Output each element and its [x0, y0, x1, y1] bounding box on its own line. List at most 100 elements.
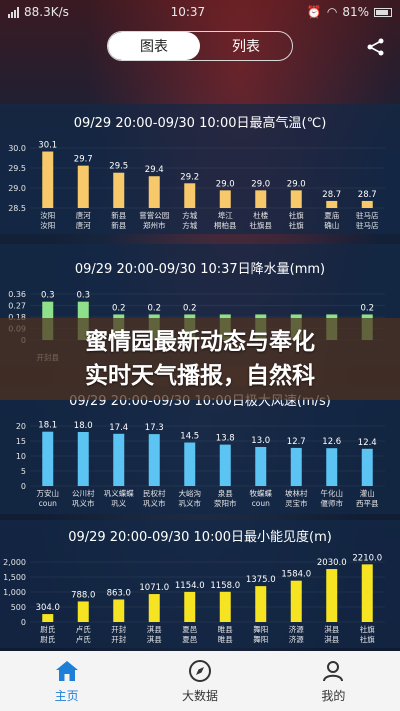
data-label: 18.0	[74, 421, 93, 431]
x-tick-label: 灵宝市	[285, 498, 308, 508]
x-tick-label: 夏邑	[182, 635, 197, 644]
data-label: 29.5	[109, 162, 128, 172]
data-label: 17.4	[109, 423, 128, 433]
x-tick-label: 夏邑	[182, 625, 197, 634]
bar	[148, 594, 160, 622]
x-tick-label: coun	[252, 499, 270, 508]
user-icon	[323, 660, 344, 681]
bar	[184, 183, 196, 208]
data-label: 12.7	[287, 437, 306, 447]
bar	[361, 448, 373, 486]
nav-mine[interactable]: 我的	[267, 651, 400, 711]
x-tick-label: 巩义蝶蝶	[104, 488, 134, 498]
bar	[113, 433, 125, 486]
top-bar: 图表 列表	[0, 26, 400, 66]
x-tick-label: 尉氏	[40, 634, 55, 644]
wifi-icon: ◠	[326, 5, 338, 19]
x-tick-label: 公川村	[72, 488, 95, 498]
data-label: 14.5	[180, 432, 199, 442]
data-label: 12.4	[358, 438, 377, 448]
bar	[42, 431, 54, 486]
bar	[219, 591, 231, 622]
x-tick-label: 万安山	[37, 488, 60, 498]
x-tick-label: 夏庙	[324, 210, 339, 220]
x-tick-label: 舞阳	[253, 624, 268, 634]
bar	[42, 151, 54, 208]
x-tick-label: 牧蝶蝶	[250, 488, 273, 498]
x-tick-label: 巩义	[111, 499, 126, 508]
data-label: 29.4	[145, 165, 164, 175]
chart-title: 09/29 20:00-09/30 10:00日最小能见度(m)	[68, 530, 332, 545]
alarm-icon: ⏰	[306, 5, 322, 19]
bar	[290, 190, 302, 208]
chart-svg: 2015105018.1万安山coun18.0公川村巩义市17.4巩义蝶蝶巩义1…	[16, 421, 385, 508]
y-tick-label: 0	[21, 618, 26, 627]
y-tick-label: 28.5	[8, 204, 26, 213]
x-tick-label: 尉氏	[40, 624, 55, 634]
tab-list[interactable]: 列表	[232, 39, 260, 55]
tab-chart[interactable]: 图表	[108, 32, 200, 60]
data-label: 0.2	[147, 303, 161, 313]
bar	[219, 444, 231, 486]
headline-line-2: 实时天气播报，自然科	[85, 363, 315, 389]
y-tick-label: 0.36	[8, 290, 26, 299]
bar	[184, 442, 196, 486]
x-tick-label: 巩义市	[72, 498, 95, 508]
data-label: 0.2	[360, 303, 374, 313]
data-label: 304.0	[36, 603, 60, 613]
x-tick-label: 睢县	[218, 634, 233, 644]
bar	[42, 614, 54, 622]
x-tick-label: 唐河	[76, 210, 91, 220]
y-tick-label: 1,000	[3, 588, 26, 597]
bar	[77, 165, 89, 208]
y-tick-label: 1,500	[3, 573, 26, 582]
x-tick-label: 杜楼	[253, 210, 268, 220]
data-label: 30.1	[38, 141, 57, 151]
x-tick-label: 淇县	[324, 635, 339, 644]
data-label: 1584.0	[281, 570, 311, 580]
share-icon[interactable]	[366, 38, 386, 56]
x-tick-label: 泉县	[218, 488, 233, 498]
x-tick-label: coun	[39, 499, 57, 508]
data-label: 29.7	[74, 155, 93, 165]
bar	[361, 564, 373, 622]
nav-bigdata[interactable]: 大数据	[133, 651, 266, 711]
y-tick-label: 10	[16, 452, 26, 461]
network-speed: 88.3K/s	[24, 5, 69, 19]
x-tick-label: 汝阳	[40, 210, 55, 220]
data-label: 29.0	[287, 179, 306, 189]
data-label: 13.0	[251, 436, 270, 446]
y-tick-label: 5	[21, 467, 26, 476]
bar	[326, 200, 338, 208]
x-tick-label: 方城	[182, 210, 197, 220]
x-tick-label: 大峪沟	[179, 488, 202, 498]
data-label: 17.3	[145, 423, 164, 433]
nav-home[interactable]: 主页	[0, 651, 133, 711]
x-tick-label: 汝阳	[40, 220, 55, 230]
bar	[290, 580, 302, 622]
data-label: 1071.0	[139, 583, 169, 593]
y-tick-label: 15	[16, 437, 26, 446]
bar	[326, 569, 338, 622]
view-switch: 图表 列表	[107, 31, 293, 61]
x-tick-label: 唐河	[76, 220, 91, 230]
bar	[255, 586, 267, 622]
battery-icon	[374, 7, 392, 17]
x-tick-label: 睢县	[218, 624, 233, 634]
x-tick-label: 西平县	[356, 499, 379, 508]
x-tick-label: 淇县	[147, 635, 162, 644]
data-label: 2030.0	[317, 558, 347, 568]
x-tick-label: 社旗	[289, 210, 304, 220]
battery-percent: 81%	[342, 5, 369, 19]
data-label: 863.0	[107, 588, 131, 598]
bar	[148, 434, 160, 486]
chart-title: 09/29 20:00-09/30 10:00日最高气温(℃)	[73, 116, 327, 131]
data-label: 0.2	[112, 303, 126, 313]
data-label: 788.0	[71, 590, 95, 600]
y-tick-label: 29.0	[8, 184, 26, 193]
x-tick-label: 确山	[324, 220, 339, 230]
compass-icon	[188, 659, 211, 682]
data-label: 29.0	[251, 179, 270, 189]
nav-bigdata-label: 大数据	[181, 688, 218, 703]
x-tick-label: 驻马店	[356, 220, 379, 230]
